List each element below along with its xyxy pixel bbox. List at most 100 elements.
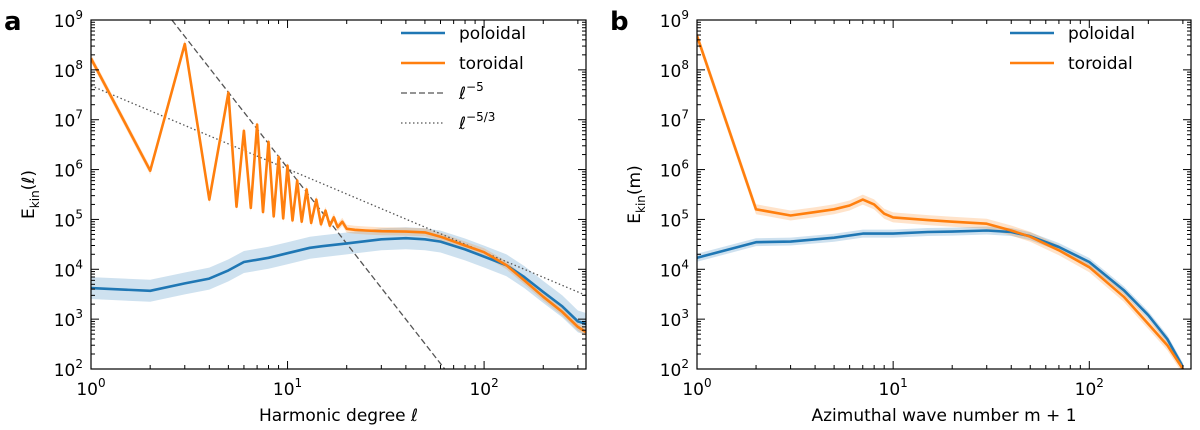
x-tick-label-base: 10 [76, 380, 98, 400]
y-tick-label-base: 10 [660, 62, 682, 82]
y-tick-label: 107 [660, 108, 689, 132]
y-tick-label: 103 [54, 307, 83, 331]
series-band-toroidal [697, 30, 1183, 369]
panel-a-chart: 100 101 102102103104105106107108109Harmoni… [19, 8, 587, 426]
x-tick-label: 102 [469, 376, 498, 400]
plot-area [697, 30, 1185, 369]
y-tick-label-exp: 9 [75, 8, 83, 22]
y-tick-label: 108 [54, 58, 83, 82]
y-tick-label-base: 10 [54, 211, 76, 231]
x-tick-label-exp: 2 [1096, 376, 1104, 390]
y-tick-label: 102 [660, 357, 689, 381]
axes-frame [90, 19, 587, 370]
y-tick-label-base: 10 [660, 112, 682, 132]
y-tick-label-base: 10 [54, 162, 76, 182]
y-tick-label-exp: 3 [681, 307, 689, 321]
tick-marks [696, 19, 1191, 370]
legend-label-base: ℓ [458, 84, 466, 104]
y-axis-label: Ekin(m) [625, 165, 648, 223]
x-tick-label-exp: 1 [295, 376, 303, 390]
legend-label: toroidal [459, 54, 524, 74]
y-tick-label-exp: 9 [681, 8, 689, 22]
y-tick-label-exp: 7 [75, 108, 83, 122]
y-axis-label-sub: kin [28, 190, 42, 208]
y-tick-label-exp: 7 [681, 108, 689, 122]
panel-letter-b: b [610, 7, 629, 37]
y-tick-label-base: 10 [54, 62, 76, 82]
y-tick-label: 103 [660, 307, 689, 331]
panel-b-chart: 100 101 102102103104105106107108109Azimuth… [625, 8, 1192, 426]
y-axis-label: Ekin(ℓ) [19, 170, 42, 219]
y-axis-label-main: E [625, 213, 645, 224]
y-tick-label: 105 [54, 207, 83, 231]
x-tick-label-exp: 0 [704, 376, 712, 390]
y-tick-label-base: 10 [660, 12, 682, 32]
x-tick-label: 100 [682, 376, 711, 400]
legend-label: poloidal [1068, 24, 1135, 44]
plot-area [91, 20, 586, 369]
y-tick-label-exp: 5 [681, 207, 689, 221]
x-tick-label: 101 [879, 376, 908, 400]
y-tick-label-base: 10 [660, 162, 682, 182]
y-tick-label-exp: 6 [681, 158, 689, 172]
axes-frame [696, 19, 1192, 370]
y-tick-label-base: 10 [54, 112, 76, 132]
y-tick-label: 109 [54, 8, 83, 32]
y-tick-label-exp: 2 [75, 357, 83, 371]
y-tick-label: 109 [660, 8, 689, 32]
y-tick-label-exp: 2 [681, 357, 689, 371]
legend-label: ℓ−5/3 [458, 110, 495, 134]
x-tick-label-base: 10 [879, 380, 901, 400]
x-tick-label-exp: 2 [491, 376, 499, 390]
y-tick-label-exp: 4 [75, 257, 83, 271]
y-axis-label-sub: kin [634, 195, 648, 213]
y-tick-label: 106 [54, 158, 83, 182]
y-tick-label-base: 10 [54, 311, 76, 331]
series-band-poloidal [91, 227, 586, 335]
y-tick-label: 106 [660, 158, 689, 182]
y-tick-label-exp: 8 [681, 58, 689, 72]
y-tick-label-exp: 6 [75, 158, 83, 172]
y-tick-label-base: 10 [660, 261, 682, 281]
y-tick-label-exp: 3 [75, 307, 83, 321]
y-tick-label-base: 10 [660, 361, 682, 381]
legend-label: poloidal [459, 24, 526, 44]
tick-marks [90, 19, 586, 370]
y-tick-label-base: 10 [54, 261, 76, 281]
y-tick-label: 104 [660, 257, 689, 281]
legend: poloidal toroidal [1010, 24, 1135, 74]
y-tick-label: 108 [660, 58, 689, 82]
legend-label-exp: −5 [466, 80, 484, 94]
series-line-poloidal [697, 229, 1185, 368]
y-tick-label-exp: 4 [681, 257, 689, 271]
legend-label-exp: −5/3 [466, 110, 495, 124]
y-tick-label-base: 10 [660, 211, 682, 231]
y-tick-label-base: 10 [54, 12, 76, 32]
y-tick-label: 105 [660, 207, 689, 231]
legend-label: ℓ−5 [458, 80, 484, 104]
x-tick-label-exp: 0 [98, 376, 106, 390]
series-line-toroidal [697, 35, 1184, 369]
y-tick-label: 104 [54, 257, 83, 281]
series-line-poloidal [91, 236, 586, 326]
x-axis-label: Azimuthal wave number m + 1 [811, 406, 1076, 426]
reference-line-l-minus-5-3 [91, 85, 586, 296]
y-tick-label-base: 10 [54, 361, 76, 381]
x-tick-label-base: 10 [469, 380, 491, 400]
x-tick-label-base: 10 [1075, 380, 1097, 400]
x-tick-label-base: 10 [682, 380, 704, 400]
y-axis-label-arg: (m) [625, 165, 645, 195]
x-tick-label: 100 [76, 376, 105, 400]
y-tick-label-exp: 5 [75, 207, 83, 221]
x-axis-label: Harmonic degree ℓ [259, 406, 418, 426]
x-tick-label: 102 [1075, 376, 1104, 400]
x-tick-label: 101 [273, 376, 302, 400]
panel-letter-a: a [4, 7, 22, 37]
y-tick-label: 107 [54, 108, 83, 132]
legend-label-base: ℓ [458, 114, 466, 134]
y-axis-label-main: E [19, 208, 39, 219]
y-axis-label-arg: (ℓ) [19, 170, 39, 190]
series-line-toroidal [91, 42, 586, 334]
